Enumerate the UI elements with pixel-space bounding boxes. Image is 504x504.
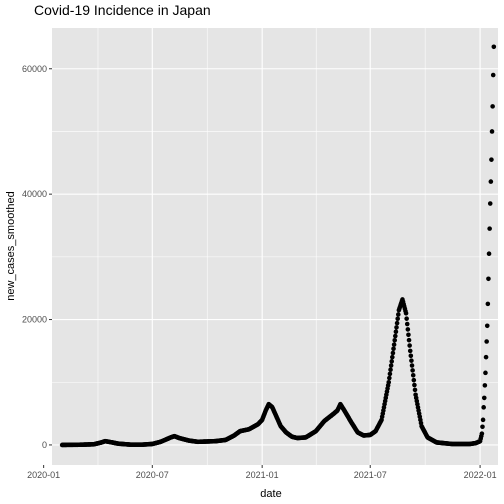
x-tick-label: 2020-07	[136, 470, 169, 480]
data-point	[410, 372, 416, 378]
data-point	[390, 354, 395, 360]
data-point	[389, 359, 395, 364]
data-point	[489, 129, 495, 134]
x-tick-label: 2022-01	[464, 470, 497, 480]
chart-title: Covid-19 Incidence in Japan	[34, 2, 211, 18]
data-point	[487, 201, 493, 206]
data-point	[393, 333, 398, 339]
data-point	[491, 44, 497, 50]
data-point	[487, 226, 492, 231]
x-axis-title: date	[260, 488, 281, 500]
data-point	[394, 325, 399, 330]
data-point	[404, 321, 410, 327]
plot-panel	[52, 28, 498, 465]
data-point	[412, 382, 417, 388]
y-axis-title: new_cases_smoothed	[5, 191, 17, 300]
data-point	[480, 424, 485, 430]
data-point	[394, 320, 400, 326]
data-point	[484, 323, 490, 329]
data-point	[410, 368, 415, 373]
data-point	[484, 339, 489, 344]
data-point	[490, 104, 495, 109]
data-point	[483, 354, 489, 360]
y-tick-label: 20000	[22, 315, 47, 325]
data-point	[409, 363, 415, 368]
x-tick-label: 2020-01	[27, 470, 60, 480]
data-point	[490, 72, 496, 78]
data-point	[387, 371, 393, 377]
data-point	[405, 327, 411, 332]
x-tick-label: 2021-01	[246, 470, 279, 480]
data-point	[407, 343, 412, 348]
data-point	[392, 338, 398, 343]
data-point	[488, 179, 494, 184]
data-point	[409, 358, 414, 363]
y-tick-label: 40000	[22, 189, 47, 199]
data-point	[480, 417, 486, 423]
data-point	[391, 342, 397, 347]
data-point	[486, 251, 492, 257]
data-point	[486, 276, 491, 282]
data-point	[395, 312, 401, 317]
data-point	[406, 337, 412, 343]
x-axis: 2020-01 2020-07 2021-01 2021-07 2022-01	[27, 465, 497, 480]
data-point	[481, 405, 486, 410]
data-point	[395, 316, 400, 322]
data-point	[386, 379, 392, 385]
data-point	[412, 387, 418, 393]
x-tick-label: 2021-07	[354, 470, 387, 480]
data-point	[485, 301, 491, 307]
data-points	[59, 44, 497, 448]
data-point	[387, 375, 392, 381]
data-point	[481, 395, 487, 401]
y-tick-label: 60000	[22, 64, 47, 74]
data-point	[479, 431, 485, 436]
data-point	[393, 329, 399, 334]
y-tick-label: 0	[42, 440, 47, 450]
data-point	[489, 157, 494, 162]
data-point	[390, 350, 396, 356]
data-point	[483, 370, 488, 376]
data-point	[391, 346, 396, 352]
data-point	[388, 363, 394, 368]
y-axis: 0 20000 40000 60000	[22, 64, 52, 450]
data-point	[482, 383, 488, 388]
data-point	[407, 348, 413, 354]
data-point	[388, 367, 393, 373]
grid-lines	[43, 28, 498, 465]
data-point	[406, 332, 411, 338]
data-point	[408, 353, 414, 359]
data-point	[403, 310, 409, 316]
data-point	[404, 316, 409, 321]
data-point	[411, 377, 417, 383]
